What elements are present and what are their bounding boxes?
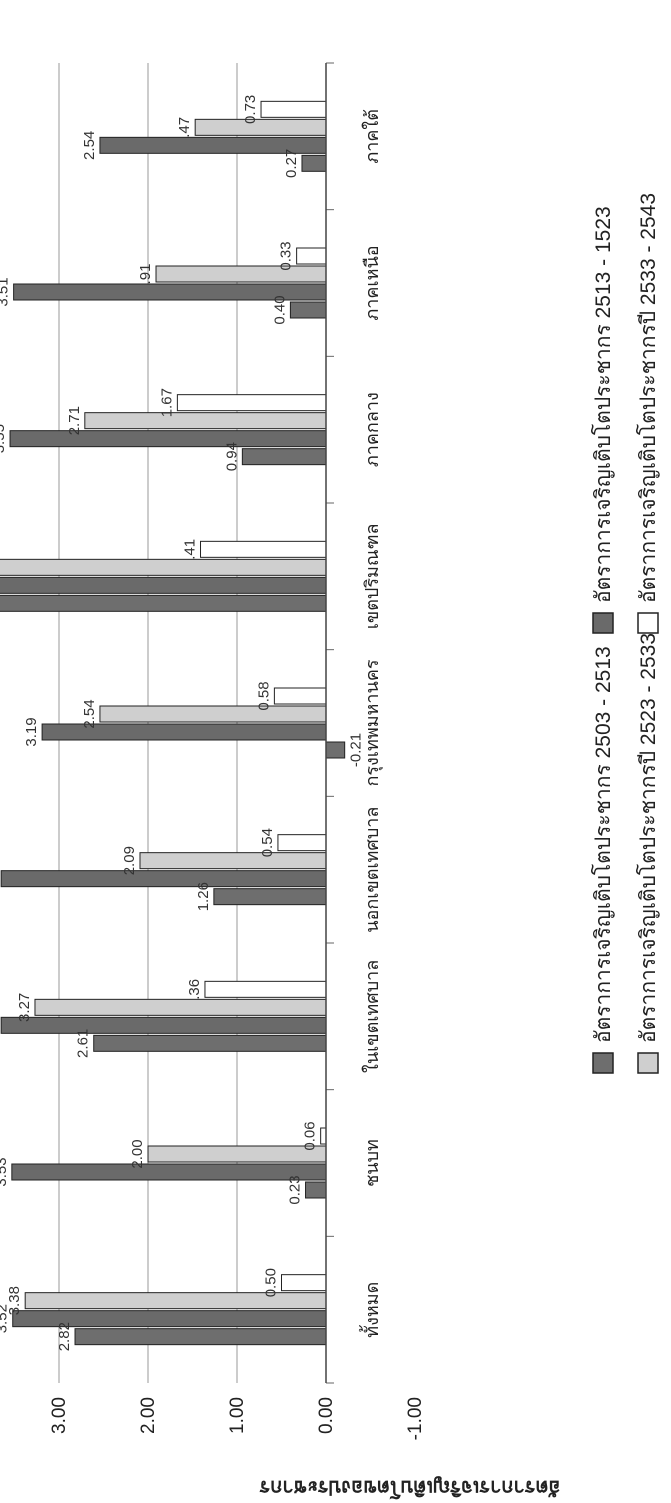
bar [0, 594, 327, 612]
category-label: ภาคกลาง [362, 392, 382, 467]
data-label: 2.54 [81, 699, 98, 728]
data-label: 2.61 [75, 1029, 92, 1058]
bar [0, 576, 327, 594]
data-label: 0.54 [259, 828, 276, 857]
category-label: ชนบท [362, 1139, 382, 1187]
data-labels: 2.823.523.380.500.233.532.000.062.613.65… [0, 95, 365, 1352]
data-label: .36 [186, 979, 203, 1000]
data-label: 0.73 [242, 95, 259, 124]
data-label: 3.51 [0, 277, 12, 306]
data-label: 0.40 [271, 295, 288, 324]
bar [325, 741, 346, 759]
category-label: ภาคเหนือ [362, 245, 382, 320]
data-label: .47 [176, 117, 193, 138]
legend: อัตราการเจริญเติบโตประชากร 2503 - 2513 อั… [591, 193, 660, 1074]
legend-swatch [637, 1052, 659, 1074]
data-label: 0.27 [283, 149, 300, 178]
bar [34, 998, 327, 1016]
bar [84, 412, 327, 430]
data-label: 1.26 [195, 882, 212, 911]
bar [305, 1181, 327, 1199]
legend-swatch [637, 612, 659, 634]
category-label: นอกเขตเทศบาล [362, 807, 382, 933]
bars [0, 100, 346, 1346]
bar [320, 1127, 327, 1145]
data-label: 0.06 [302, 1121, 319, 1150]
y-tick-label: 2.00 [138, 1397, 159, 1434]
data-label: 2.54 [81, 131, 98, 160]
y-tick-label: -1.00 [405, 1397, 426, 1440]
bar [11, 1163, 327, 1181]
bar [155, 265, 327, 283]
data-label: .41 [182, 539, 199, 560]
bar [301, 154, 327, 172]
bar [296, 247, 327, 265]
data-label: 3.27 [16, 993, 33, 1022]
data-label: 3.52 [0, 1304, 11, 1333]
category-label: กรุงเทพมหานคร [362, 659, 383, 786]
data-label: 1.67 [158, 388, 175, 417]
bar [139, 852, 327, 870]
data-label: 2.09 [121, 846, 138, 875]
category-labels: ทั้งหมด ชนบท ในเขตเทศบาล นอกเขตเทศบาล กรุงเท… [326, 62, 383, 1384]
bar [277, 834, 327, 852]
data-label: 0.23 [287, 1175, 304, 1204]
bar [0, 558, 327, 576]
y-tick-label: 3.00 [49, 1397, 70, 1434]
bar [147, 1145, 327, 1163]
bar [99, 705, 327, 723]
bar [289, 301, 327, 319]
data-label: 2.00 [129, 1139, 146, 1168]
data-label: 0.94 [223, 442, 240, 471]
bar [0, 1016, 327, 1034]
bar [260, 100, 327, 118]
bar [194, 118, 327, 136]
data-label: 2.71 [66, 406, 83, 435]
y-axis-title: อัตราการเจริญเติบโตของประชากร [259, 1476, 560, 1500]
bar [74, 1328, 327, 1346]
legend-label: อัตราการเจริญเติบโตประชากรปี 2533 - 2543 [636, 193, 660, 603]
y-tick-label: 1.00 [227, 1397, 248, 1434]
bar [241, 448, 327, 466]
bar [213, 888, 327, 906]
data-label: .91 [137, 264, 154, 285]
bar [0, 870, 327, 888]
data-label: 3.19 [23, 717, 40, 746]
data-label: 0.33 [278, 241, 295, 270]
data-label: 0.50 [263, 1268, 280, 1297]
bar [24, 1292, 327, 1310]
bar [204, 980, 327, 998]
category-label: ในเขตเทศบาล [361, 960, 382, 1073]
data-label: 2.82 [56, 1322, 73, 1351]
bar [200, 540, 327, 558]
bar [9, 430, 327, 448]
data-label: -0.21 [348, 733, 365, 767]
data-label: 3.55 [0, 424, 8, 453]
y-tick-label: 0.00 [316, 1397, 337, 1434]
category-label: ทั้งหมด [359, 1282, 382, 1338]
category-label: เขตปริมณฑล [362, 523, 382, 629]
bar [93, 1034, 327, 1052]
category-label: ภาคใต้ [361, 109, 382, 164]
bar [281, 1274, 327, 1292]
legend-swatch [592, 612, 614, 634]
bar [273, 687, 327, 705]
y-axis-ticks: 5.004.003.002.001.000.00-1.00 [49, 1397, 426, 1440]
data-label: 3.38 [6, 1286, 23, 1315]
legend-label: อัตราการเจริญเติบโตประชากร 2513 - 1523 [591, 206, 615, 603]
legend-label: อัตราการเจริญเติบโตประชากร 2503 - 2513 [591, 646, 615, 1043]
legend-swatch [592, 1052, 614, 1074]
data-label: 0.58 [255, 681, 272, 710]
legend-label: อัตราการเจริญเติบโตประชากรปี 2523 - 2533 [636, 633, 660, 1043]
bar [176, 394, 327, 412]
data-label: 3.53 [0, 1157, 10, 1186]
